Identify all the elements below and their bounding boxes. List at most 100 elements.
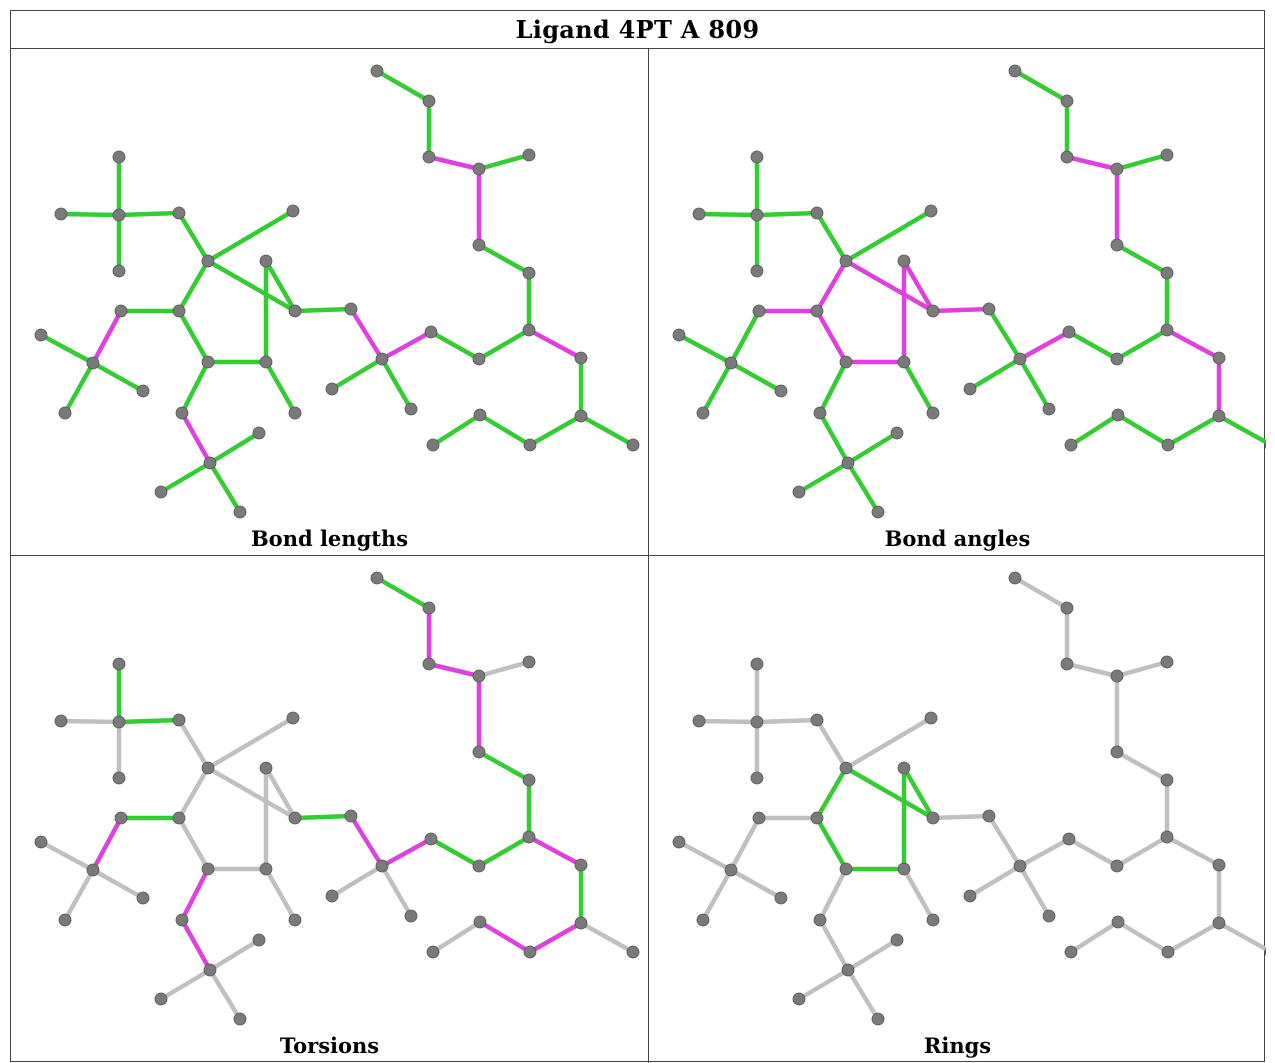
- bond-20-21: [179, 410, 213, 466]
- bond-28-37: [526, 834, 584, 868]
- bond-34-35: [1012, 68, 1070, 104]
- bond-2-3: [696, 718, 760, 725]
- atom-2: [750, 208, 764, 222]
- bond-41-42: [430, 919, 483, 955]
- bond-16-26: [1017, 356, 1052, 412]
- atom-6: [810, 206, 824, 220]
- atom-27: [472, 859, 486, 873]
- atom-7: [924, 204, 938, 218]
- atom-29: [522, 773, 536, 787]
- atom-r3: [839, 355, 853, 369]
- bond-r6-15: [292, 813, 354, 821]
- bond-16-26: [1017, 863, 1052, 919]
- atom-19: [926, 406, 940, 420]
- bond-31-33: [1064, 661, 1120, 679]
- bond-16-17: [379, 836, 434, 869]
- atom-11: [696, 913, 710, 927]
- atom-23: [792, 992, 806, 1006]
- atom-6: [172, 713, 186, 727]
- atom-31: [472, 669, 486, 683]
- bond-2-3: [696, 211, 760, 218]
- bond-34-35: [374, 575, 432, 611]
- bond-r5-r6: [901, 765, 936, 821]
- bond-29-30: [1114, 242, 1170, 276]
- bond-38-40: [1165, 413, 1222, 448]
- bond-29-30: [1114, 749, 1170, 783]
- bond-15-16: [986, 813, 1023, 869]
- bond-16-26: [379, 863, 414, 919]
- atom-18: [325, 889, 339, 903]
- atom-r4: [259, 862, 273, 876]
- bond-31-32: [476, 152, 532, 172]
- atom-37: [1212, 351, 1226, 365]
- atom-17: [424, 325, 438, 339]
- bond-15-16: [348, 306, 385, 362]
- atom-r3: [201, 355, 215, 369]
- bond-9-12: [728, 867, 784, 901]
- atom-31: [472, 162, 486, 176]
- atom-42: [1064, 438, 1078, 452]
- atom-35: [370, 571, 384, 585]
- atom-29: [1160, 266, 1174, 280]
- bond-21-22: [207, 430, 262, 466]
- bond-31-32: [476, 659, 532, 679]
- bond-31-33: [1064, 154, 1120, 172]
- bond-6-r1: [814, 717, 849, 771]
- bond-r4-19: [901, 359, 936, 416]
- bond-16-17: [1017, 329, 1072, 362]
- bond-38-40: [527, 413, 584, 448]
- atom-r1: [201, 761, 215, 775]
- divider-horizontal: [11, 555, 1264, 556]
- atom-r6: [926, 811, 940, 825]
- bond-16-17: [1017, 836, 1072, 869]
- bond-9-10: [676, 332, 734, 366]
- bond-2-6: [754, 210, 820, 218]
- atom-r5: [897, 761, 911, 775]
- panel-rings: Rings: [649, 556, 1275, 1062]
- atom-34: [422, 601, 436, 615]
- atom-31: [1110, 669, 1124, 683]
- atom-r3: [839, 862, 853, 876]
- atom-1: [750, 150, 764, 164]
- atom-41: [473, 915, 487, 929]
- bond-21-23: [158, 460, 213, 495]
- atom-32: [522, 655, 536, 669]
- atom-37: [574, 858, 588, 872]
- bond-r6-r1: [843, 258, 936, 314]
- atom-24: [233, 505, 247, 519]
- atom-1: [750, 657, 764, 671]
- bond-31-33: [426, 154, 482, 172]
- atom-9: [86, 356, 100, 370]
- atom-8: [752, 304, 766, 318]
- molecule-bond-lengths: [34, 64, 640, 519]
- bond-28-37: [526, 327, 584, 361]
- bond-16-18: [329, 863, 385, 899]
- atom-33: [422, 657, 436, 671]
- atom-31: [1110, 162, 1124, 176]
- atom-3: [692, 714, 706, 728]
- bond-8-9: [728, 815, 762, 873]
- atom-7: [924, 711, 938, 725]
- bond-r1-r2: [814, 765, 849, 821]
- bond-9-11: [62, 867, 96, 923]
- atom-r5: [897, 254, 911, 268]
- atom-41: [1111, 408, 1125, 422]
- atom-r2: [810, 811, 824, 825]
- atom-23: [154, 485, 168, 499]
- bond-40-41: [1115, 412, 1171, 448]
- bond-r5-r6: [901, 258, 936, 314]
- atom-9: [86, 863, 100, 877]
- bond-27-28: [476, 834, 532, 869]
- bond-9-11: [62, 360, 96, 416]
- atom-4: [750, 264, 764, 278]
- atom-19: [288, 406, 302, 420]
- bond-16-17: [379, 329, 434, 362]
- molecule-rings: [672, 571, 1266, 1026]
- bond-41-42: [1068, 919, 1121, 955]
- atom-20: [813, 913, 827, 927]
- atom-24: [871, 1012, 885, 1026]
- atom-40: [1161, 945, 1175, 959]
- figure-frame: Ligand 4PT A 809 Bond lengths Bond angle…: [10, 10, 1266, 1063]
- atom-30: [1110, 238, 1124, 252]
- bond-r3-20: [179, 359, 211, 416]
